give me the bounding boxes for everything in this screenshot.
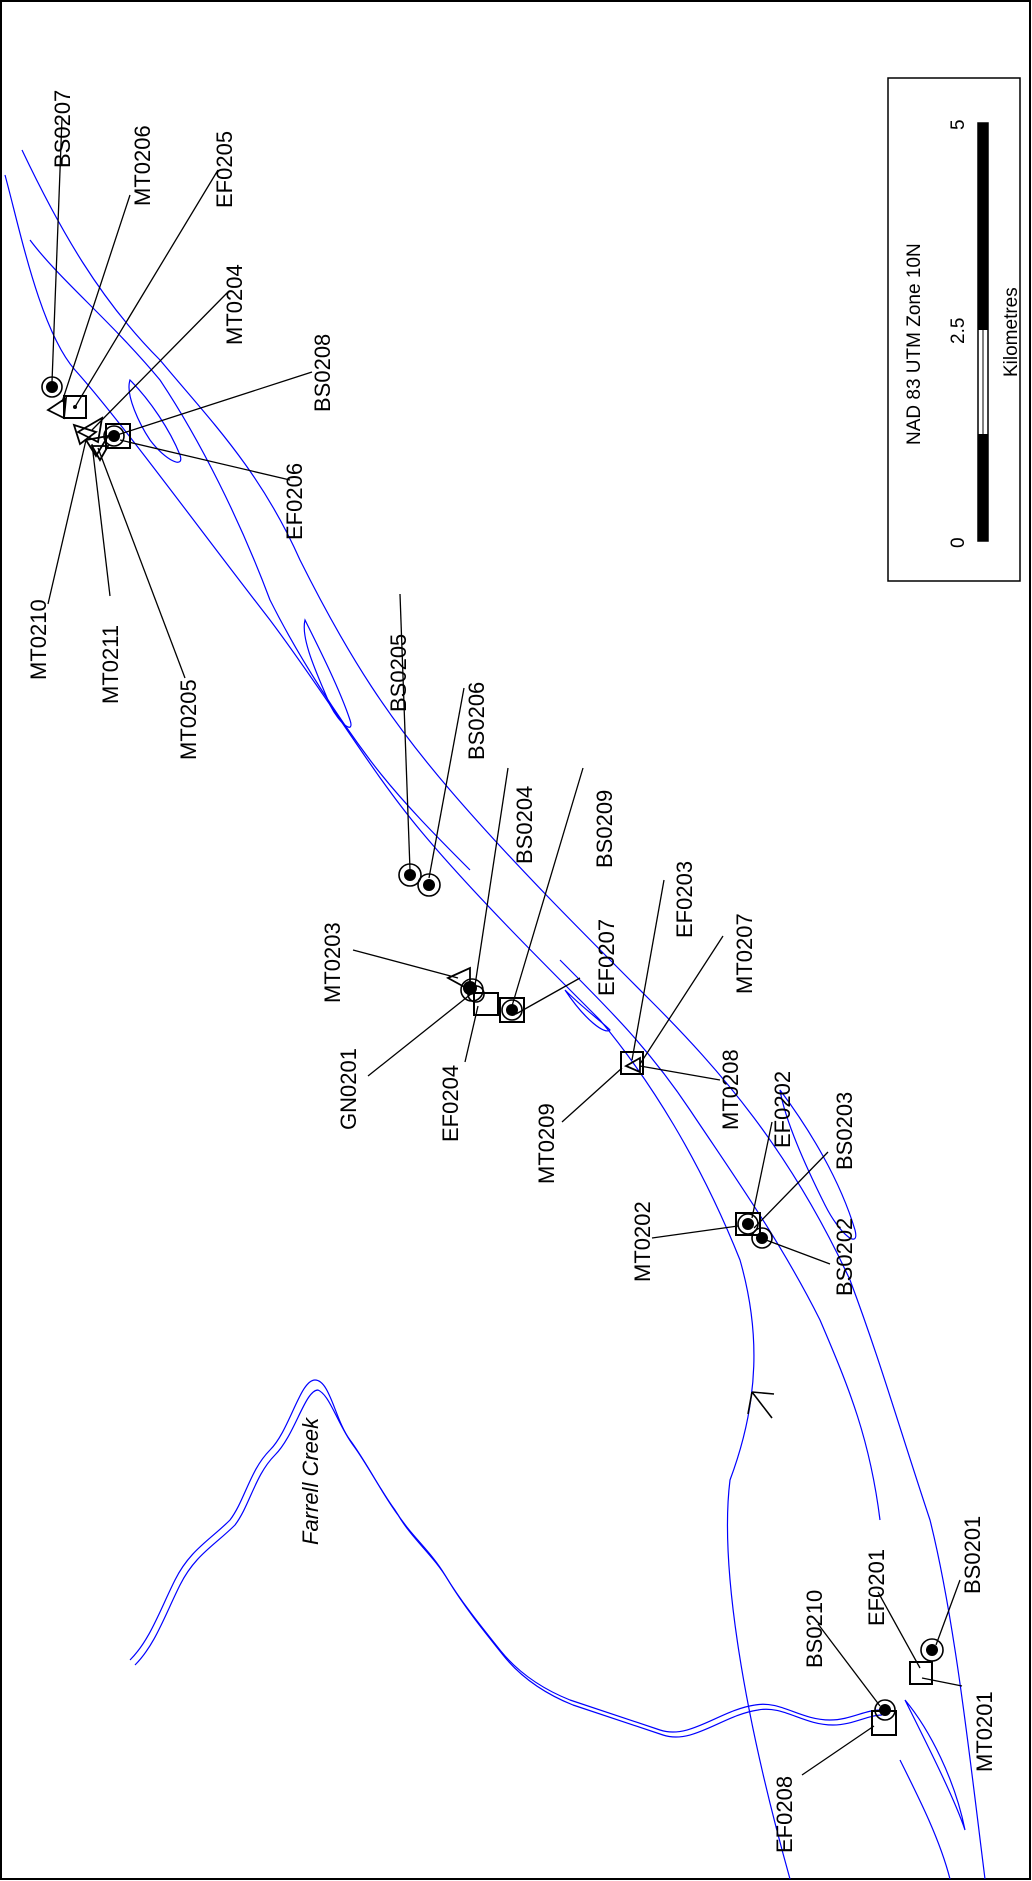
label-bs0208: BS0208 xyxy=(310,334,335,412)
label-bs0209: BS0209 xyxy=(592,790,617,868)
label-bs0210: BS0210 xyxy=(802,1590,827,1668)
label-bs0203: BS0203 xyxy=(832,1092,857,1170)
site-labels: BS0207 MT0206 EF0205 MT0204 BS0208 EF020… xyxy=(26,90,997,1853)
island-4 xyxy=(779,1089,857,1240)
island-2 xyxy=(303,618,352,728)
site-markers xyxy=(41,376,944,1736)
river xyxy=(4,149,986,1880)
creek-line-b xyxy=(134,1389,883,1738)
marker-ef0208 xyxy=(871,1710,897,1736)
label-bs0202: BS0202 xyxy=(832,1218,857,1296)
marker-ef0201 xyxy=(909,1661,933,1685)
legend-tick-0: 0 xyxy=(948,537,969,548)
label-mt0202: MT0202 xyxy=(630,1201,655,1282)
marker-mt0207 xyxy=(623,1056,641,1074)
label-bs0205: BS0205 xyxy=(386,634,411,712)
label-mt0208: MT0208 xyxy=(718,1049,743,1130)
label-ef0203: EF0203 xyxy=(672,861,697,938)
label-mt0210: MT0210 xyxy=(26,599,51,680)
label-bs0201: BS0201 xyxy=(960,1516,985,1594)
label-gn0201: GN0201 xyxy=(336,1048,361,1130)
label-ef0204: EF0204 xyxy=(438,1065,463,1142)
marker-ef0202 xyxy=(735,1212,761,1236)
north-arrow-icon xyxy=(747,1391,775,1419)
island-1 xyxy=(128,378,182,463)
label-ef0208: EF0208 xyxy=(772,1776,797,1853)
label-mt0204: MT0204 xyxy=(222,264,247,345)
marker-ef0203 xyxy=(620,1051,644,1075)
label-bs0204: BS0204 xyxy=(512,786,537,864)
island-5 xyxy=(899,1759,951,1880)
marker-mt0206 xyxy=(46,396,68,420)
label-mt0211: MT0211 xyxy=(98,625,123,704)
label-ef0205: EF0205 xyxy=(212,131,237,208)
label-mt0209: MT0209 xyxy=(534,1103,559,1184)
farrell-creek: Farrell Creek xyxy=(129,1379,883,1738)
label-ef0201: EF0201 xyxy=(864,1549,889,1626)
label-bs0207: BS0207 xyxy=(50,90,75,168)
label-mt0205: MT0205 xyxy=(176,679,201,760)
river-bank-right xyxy=(21,149,986,1880)
label-mt0207: MT0207 xyxy=(732,913,757,994)
river-bank-left xyxy=(4,174,791,1880)
label-ef0206: EF0206 xyxy=(282,463,307,540)
marker-ef0204 xyxy=(473,992,499,1016)
legend-box xyxy=(887,77,1021,582)
label-ef0202: EF0202 xyxy=(770,1071,795,1148)
leader-lines xyxy=(47,117,963,1776)
legend-tick-2-5: 2.5 xyxy=(948,318,969,344)
creek-label: Farrell Creek xyxy=(298,1417,323,1545)
marker-mt0205 xyxy=(90,445,110,462)
river-inner-channel xyxy=(29,239,471,871)
legend: NAD 83 UTM Zone 10N Kilometres 0 2.5 5 xyxy=(887,77,1022,582)
label-ef0207: EF0207 xyxy=(594,919,619,996)
river-inner-channel-2 xyxy=(559,959,881,1521)
marker-bs0206 xyxy=(417,873,441,897)
legend-unit: Kilometres xyxy=(1001,287,1022,377)
label-mt0201: MT0201 xyxy=(972,1691,997,1772)
creek-line-a xyxy=(129,1379,881,1733)
label-bs0206: BS0206 xyxy=(464,682,489,760)
island-6 xyxy=(904,1699,966,1831)
legend-projection: NAD 83 UTM Zone 10N xyxy=(904,243,925,445)
legend-tick-5: 5 xyxy=(948,119,969,130)
marker-bs0202 xyxy=(751,1227,773,1249)
label-mt0206: MT0206 xyxy=(130,125,155,206)
marker-ef0206 xyxy=(105,423,131,449)
island-3 xyxy=(564,989,611,1032)
scale-bar xyxy=(977,122,989,542)
marker-mt0210 xyxy=(72,423,98,446)
label-mt0203: MT0203 xyxy=(320,922,345,1003)
